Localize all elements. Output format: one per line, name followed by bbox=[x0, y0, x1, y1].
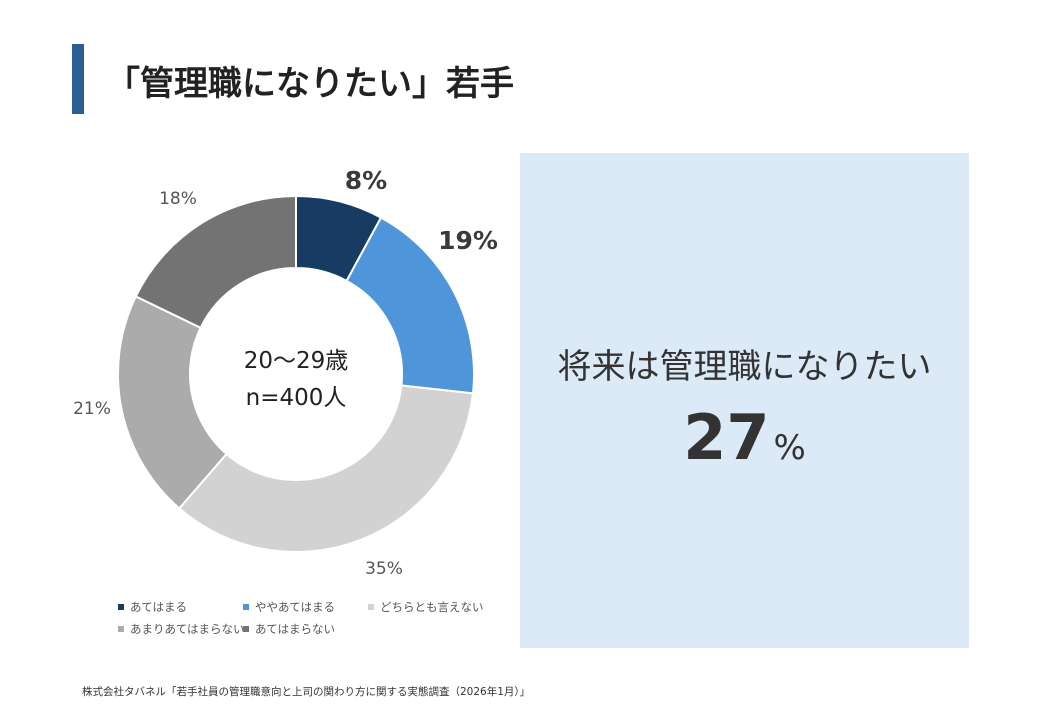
legend-label: ややあてはまる bbox=[255, 600, 336, 614]
legend-label: あてはまる bbox=[130, 600, 188, 614]
legend-swatch-somewhat-agree bbox=[243, 604, 249, 610]
legend-swatch-disagree bbox=[243, 626, 249, 632]
legend-item-neutral: どちらとも言えない bbox=[368, 599, 493, 615]
page-title: 「管理職になりたい」若手 bbox=[106, 64, 514, 104]
slice-label-somewhat-agree: 19% bbox=[438, 226, 498, 255]
slice-neutral bbox=[177, 384, 475, 553]
legend-swatch-agree bbox=[118, 604, 124, 610]
legend-swatch-neutral bbox=[368, 604, 374, 610]
donut-chart bbox=[117, 194, 475, 553]
slice-label-disagree: 18% bbox=[159, 189, 197, 209]
legend-label: どちらとも言えない bbox=[380, 600, 484, 614]
legend-item-somewhat-disagree: あまりあてはまらない bbox=[118, 621, 245, 637]
callout-value: 27% bbox=[520, 401, 969, 474]
legend-label: あまりあてはまらない bbox=[130, 622, 245, 636]
legend-item-disagree: あてはまらない bbox=[243, 621, 368, 637]
callout-number: 27 bbox=[683, 401, 770, 474]
callout-label: 将来は管理職になりたい bbox=[557, 347, 932, 387]
slice-label-somewhat-disagree: 21% bbox=[73, 399, 111, 419]
slice-label-agree: 8% bbox=[344, 166, 388, 195]
chart-legend: あてはまる ややあてはまる どちらとも言えない あまりあてはまらない あてはまら… bbox=[118, 596, 498, 640]
slice-label-neutral: 35% bbox=[365, 559, 403, 579]
source-citation: 株式会社タバネル「若手社員の管理職意向と上司の関わり方に関する実態調査（2026… bbox=[82, 686, 531, 698]
callout-unit: % bbox=[773, 428, 806, 468]
slice-disagree bbox=[134, 194, 297, 330]
legend-swatch-somewhat-disagree bbox=[118, 626, 124, 632]
legend-label: あてはまらない bbox=[255, 622, 336, 636]
legend-item-somewhat-agree: ややあてはまる bbox=[243, 599, 368, 615]
donut-center-age: 20～29歳 bbox=[243, 348, 349, 374]
callout-panel: 将来は管理職になりたい 27% bbox=[520, 153, 969, 648]
title-accent-bar bbox=[72, 44, 84, 114]
donut-center-sample: n=400人 bbox=[245, 385, 347, 411]
legend-item-agree: あてはまる bbox=[118, 599, 243, 615]
